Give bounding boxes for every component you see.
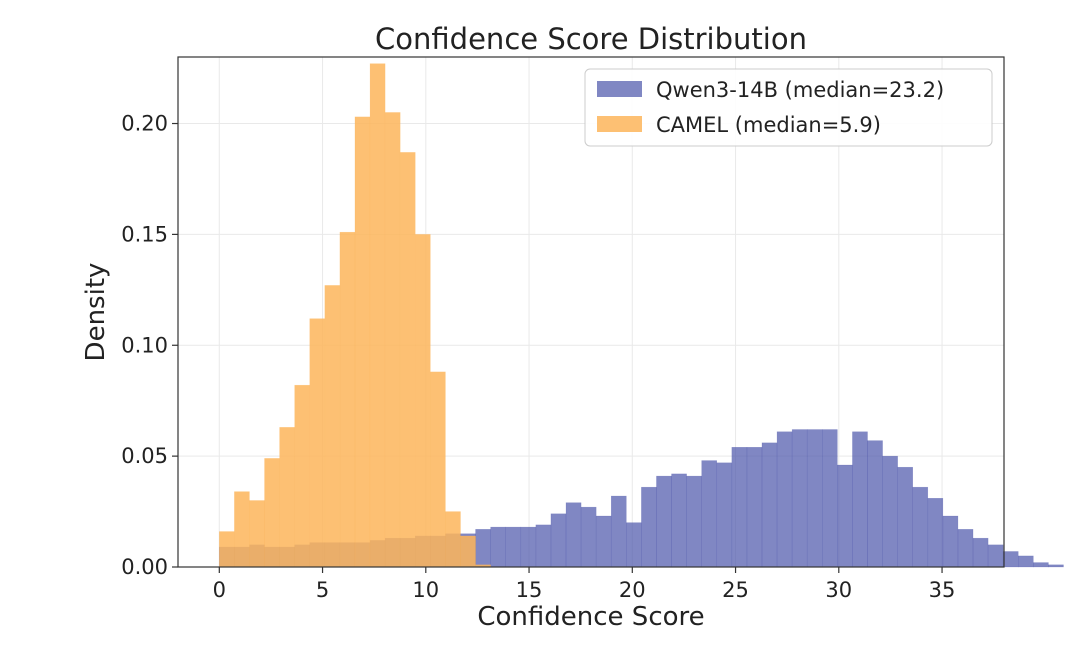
histogram-bar-camel bbox=[249, 500, 265, 568]
x-tick-label: 25 bbox=[722, 578, 749, 602]
histogram-bar-qwen bbox=[776, 431, 793, 568]
histogram-bar-qwen bbox=[626, 522, 642, 568]
legend-label-camel: CAMEL (median=5.9) bbox=[656, 113, 881, 137]
histogram-bar-qwen bbox=[942, 515, 959, 568]
x-tick-label: 0 bbox=[213, 578, 226, 602]
histogram-bar-camel bbox=[279, 427, 295, 568]
histogram-bar-qwen bbox=[927, 498, 944, 568]
chart-title: Confidence Score Distribution bbox=[375, 22, 807, 56]
histogram-bar-camel bbox=[339, 231, 356, 568]
histogram-bar-camel bbox=[234, 491, 250, 568]
histogram-bar-qwen bbox=[957, 529, 974, 568]
histogram-bar-qwen bbox=[912, 486, 929, 568]
histogram-bar-qwen bbox=[475, 529, 491, 568]
histogram-bar-qwen bbox=[701, 460, 718, 568]
histogram-bar-qwen bbox=[791, 429, 808, 568]
histogram-bar-camel bbox=[445, 511, 461, 568]
histogram-bar-qwen bbox=[595, 515, 612, 568]
y-axis-label: Density bbox=[81, 263, 111, 362]
x-tick-label: 10 bbox=[412, 578, 439, 602]
legend-swatch-qwen bbox=[597, 81, 642, 97]
histogram-bar-camel bbox=[354, 116, 371, 568]
histogram-bar-camel bbox=[399, 152, 416, 568]
histogram-bar-qwen bbox=[550, 513, 567, 568]
histogram-bar-camel bbox=[324, 285, 341, 568]
histogram-bar-camel bbox=[219, 531, 235, 568]
histogram-bar-qwen bbox=[882, 455, 898, 568]
x-tick-label: 5 bbox=[316, 578, 329, 602]
histogram-bar-camel bbox=[264, 458, 280, 568]
histogram-bar-qwen bbox=[610, 495, 627, 568]
histogram-bar-qwen bbox=[686, 475, 702, 568]
histogram-bar-camel bbox=[430, 371, 446, 568]
histogram-bar-qwen bbox=[716, 462, 733, 568]
histogram-bar-qwen bbox=[987, 544, 1004, 568]
histogram-bar-qwen bbox=[746, 447, 763, 568]
histogram-bar-qwen bbox=[897, 466, 913, 568]
histogram-bar-qwen bbox=[535, 524, 552, 568]
x-tick-label: 35 bbox=[929, 578, 956, 602]
x-tick-label: 15 bbox=[516, 578, 543, 602]
histogram-bar-camel bbox=[384, 112, 401, 568]
histogram-bar-camel bbox=[294, 384, 310, 568]
histogram-bar-qwen bbox=[565, 502, 582, 568]
legend: Qwen3-14B (median=23.2) CAMEL (median=5.… bbox=[584, 68, 993, 147]
histogram-bar-qwen bbox=[822, 429, 838, 568]
histogram-bar-qwen bbox=[837, 464, 853, 568]
x-tick-label: 30 bbox=[825, 578, 852, 602]
histogram-bar-qwen bbox=[731, 447, 748, 568]
histogram-bar-qwen bbox=[671, 473, 687, 568]
histogram-bar-qwen bbox=[1033, 562, 1049, 568]
y-tick-label: 0.10 bbox=[121, 333, 168, 357]
legend-label-qwen: Qwen3-14B (median=23.2) bbox=[656, 78, 944, 102]
y-tick-label: 0.00 bbox=[121, 555, 168, 579]
y-tick-label: 0.15 bbox=[121, 222, 168, 246]
axis-ticks: 0 5 10 15 20 25 30 35 0.00 0.05 0.10 0.15 0.20 bbox=[121, 112, 955, 602]
histogram-bar-qwen bbox=[490, 526, 506, 568]
histogram-bar-qwen bbox=[580, 506, 597, 568]
histogram-bar-qwen bbox=[641, 486, 657, 568]
histogram-bar-camel bbox=[460, 535, 476, 568]
histogram-bar-qwen bbox=[656, 475, 672, 568]
histogram-bar-qwen bbox=[867, 440, 883, 568]
x-axis-label: Confidence Score bbox=[477, 602, 704, 632]
legend-box bbox=[584, 68, 993, 147]
histogram-bar-camel bbox=[415, 234, 431, 568]
plot-frame bbox=[177, 56, 1005, 568]
histogram-bar-qwen bbox=[972, 537, 989, 568]
histogram-bar-camel bbox=[369, 63, 386, 568]
y-tick-label: 0.20 bbox=[121, 112, 168, 136]
histogram-bar-qwen bbox=[806, 429, 823, 568]
y-tick-label: 0.05 bbox=[121, 444, 168, 468]
histogram-bar-qwen bbox=[761, 442, 778, 568]
histogram-bar-qwen bbox=[1048, 564, 1064, 568]
histogram-bar-qwen bbox=[852, 431, 868, 568]
histogram-bar-camel bbox=[309, 318, 326, 568]
histogram-bar-qwen bbox=[520, 526, 537, 568]
x-tick-label: 20 bbox=[619, 578, 646, 602]
histogram-bar-qwen bbox=[1017, 555, 1034, 568]
histogram-bar-qwen bbox=[1002, 551, 1019, 568]
histogram-bars bbox=[219, 63, 1064, 568]
histogram-bar-qwen bbox=[505, 526, 522, 568]
legend-swatch-camel bbox=[597, 116, 642, 132]
